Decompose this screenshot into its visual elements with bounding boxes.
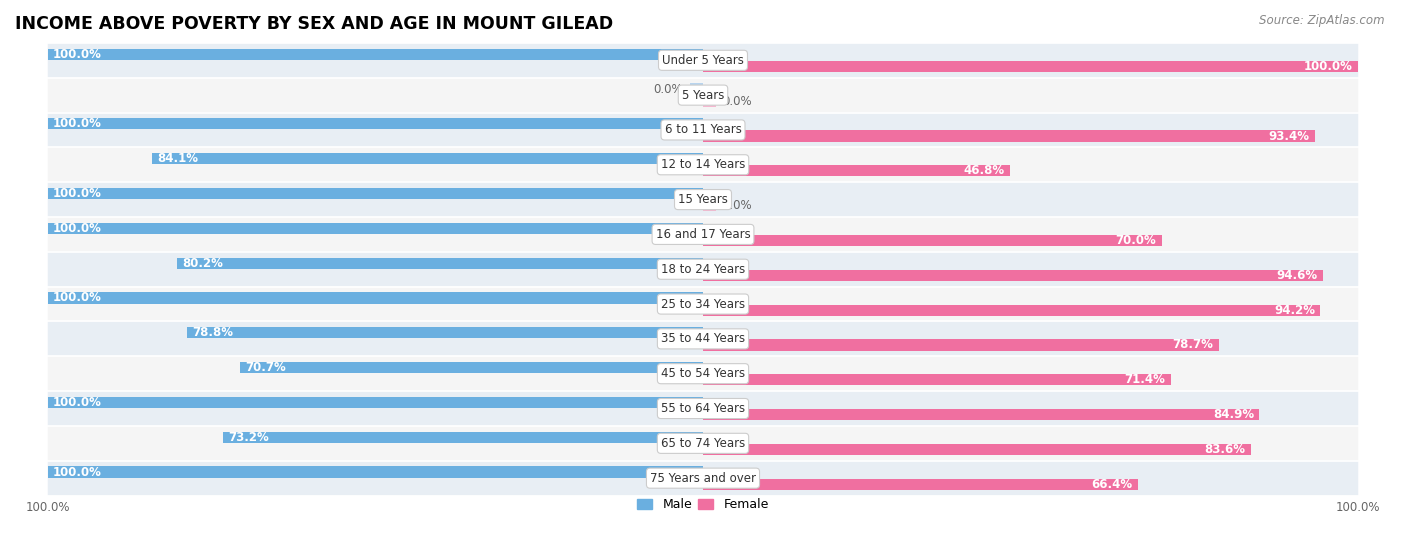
Bar [152, 153, 703, 164]
FancyBboxPatch shape [48, 113, 1358, 147]
Legend: Male, Female: Male, Female [633, 493, 773, 517]
Bar [187, 327, 703, 338]
Text: 25 to 34 Years: 25 to 34 Years [661, 297, 745, 311]
Bar [240, 362, 703, 373]
Text: 15 Years: 15 Years [678, 193, 728, 206]
Bar [703, 270, 1323, 281]
Text: 83.6%: 83.6% [1205, 443, 1246, 456]
Bar [48, 49, 703, 60]
Bar [703, 305, 1320, 316]
Text: 100.0%: 100.0% [53, 291, 101, 305]
Text: 100.0%: 100.0% [53, 465, 101, 479]
FancyBboxPatch shape [48, 287, 1358, 321]
Text: 35 to 44 Years: 35 to 44 Years [661, 333, 745, 345]
Bar [703, 165, 1010, 176]
Bar [703, 131, 1315, 142]
Bar [690, 84, 703, 95]
Text: Source: ZipAtlas.com: Source: ZipAtlas.com [1260, 14, 1385, 27]
Text: 78.8%: 78.8% [191, 326, 233, 339]
Bar [703, 61, 1358, 72]
Text: 0.0%: 0.0% [723, 199, 752, 212]
Bar [224, 432, 703, 443]
Text: 5 Years: 5 Years [682, 89, 724, 102]
Text: 100.0%: 100.0% [53, 396, 101, 409]
Text: 12 to 14 Years: 12 to 14 Years [661, 158, 745, 171]
Bar [703, 235, 1161, 246]
Text: 84.9%: 84.9% [1213, 408, 1254, 421]
FancyBboxPatch shape [48, 321, 1358, 357]
Text: 84.1%: 84.1% [157, 152, 198, 165]
Text: 0.0%: 0.0% [654, 83, 683, 95]
Text: 80.2%: 80.2% [183, 257, 224, 270]
Text: 100.0%: 100.0% [1305, 60, 1353, 73]
FancyBboxPatch shape [48, 357, 1358, 391]
Bar [48, 292, 703, 304]
Bar [48, 118, 703, 129]
Text: 55 to 64 Years: 55 to 64 Years [661, 402, 745, 415]
Text: 71.4%: 71.4% [1125, 373, 1166, 386]
Bar [48, 223, 703, 234]
Text: 0.0%: 0.0% [723, 95, 752, 108]
Bar [703, 479, 1137, 490]
FancyBboxPatch shape [48, 182, 1358, 217]
Bar [48, 466, 703, 478]
Bar [177, 258, 703, 269]
Text: 6 to 11 Years: 6 to 11 Years [665, 123, 741, 137]
FancyBboxPatch shape [48, 217, 1358, 252]
Text: 65 to 74 Years: 65 to 74 Years [661, 437, 745, 450]
Bar [703, 339, 1219, 350]
Text: 100.0%: 100.0% [53, 117, 101, 131]
FancyBboxPatch shape [48, 43, 1358, 78]
Text: 75 Years and over: 75 Years and over [650, 472, 756, 485]
Text: Under 5 Years: Under 5 Years [662, 54, 744, 67]
Text: 94.6%: 94.6% [1277, 269, 1317, 282]
Text: 100.0%: 100.0% [53, 222, 101, 235]
Text: 70.7%: 70.7% [245, 361, 285, 374]
FancyBboxPatch shape [48, 252, 1358, 287]
Text: 100.0%: 100.0% [53, 47, 101, 61]
FancyBboxPatch shape [48, 426, 1358, 461]
Text: 45 to 54 Years: 45 to 54 Years [661, 367, 745, 380]
Text: 100.0%: 100.0% [53, 187, 101, 200]
Bar [703, 374, 1171, 386]
FancyBboxPatch shape [48, 147, 1358, 182]
Text: 78.7%: 78.7% [1173, 339, 1213, 352]
FancyBboxPatch shape [48, 78, 1358, 113]
Bar [703, 200, 716, 211]
Bar [48, 188, 703, 199]
FancyBboxPatch shape [48, 391, 1358, 426]
Bar [703, 409, 1260, 420]
Bar [703, 95, 716, 107]
Text: 18 to 24 Years: 18 to 24 Years [661, 263, 745, 276]
Text: INCOME ABOVE POVERTY BY SEX AND AGE IN MOUNT GILEAD: INCOME ABOVE POVERTY BY SEX AND AGE IN M… [15, 15, 613, 33]
Text: 46.8%: 46.8% [963, 165, 1004, 177]
Text: 93.4%: 93.4% [1268, 129, 1310, 142]
Text: 73.2%: 73.2% [229, 431, 270, 444]
Text: 94.2%: 94.2% [1274, 304, 1315, 316]
Text: 70.0%: 70.0% [1116, 234, 1156, 247]
Bar [703, 444, 1251, 455]
Text: 16 and 17 Years: 16 and 17 Years [655, 228, 751, 241]
Text: 66.4%: 66.4% [1091, 478, 1133, 490]
FancyBboxPatch shape [48, 461, 1358, 496]
Bar [48, 397, 703, 408]
